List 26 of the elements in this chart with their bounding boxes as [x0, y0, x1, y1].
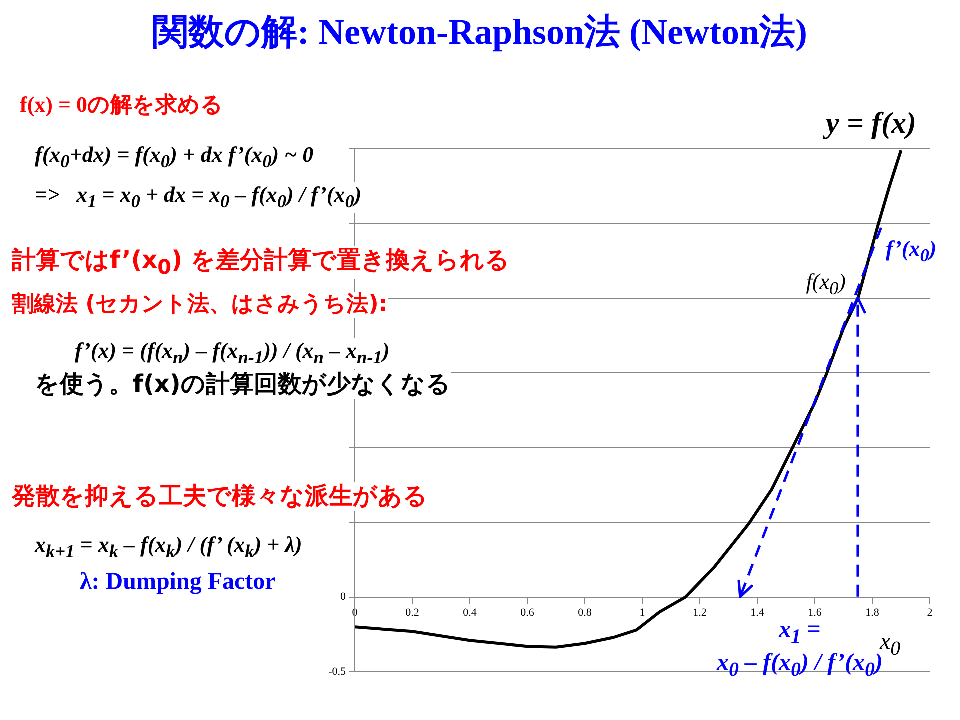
text: λ: Dumping Factor: [80, 568, 276, 597]
text: f’(x) = (f(x$_{n}$) – f(x$_{n-1}$)) / (x$_{n}$ – x$_{n-1}$): [75, 338, 390, 368]
x-tick-label: 1.6: [808, 606, 822, 619]
x-tick-label: 0.2: [406, 606, 420, 619]
annotation: を使う。f(x)の計算回数が少なくなる: [35, 370, 451, 399]
x-tick-label: 1.8: [866, 606, 880, 619]
annotation: 発散を抑える工夫で様々な派生がある: [12, 482, 428, 511]
text: f(x) = 0の解を求める: [20, 92, 224, 118]
annotation: f(x$_{0}$): [805, 269, 847, 299]
x-tick-label: 2: [927, 606, 933, 619]
annotation: 割線法 (セカント法、はさみうち法):: [12, 292, 388, 318]
y-tick-label: -0.5: [328, 666, 346, 678]
text: x$_{k+1}$ = x$_{k}$ – f(x$_{k}$) / (f’ (x$_{k}$) + λ): [35, 532, 302, 562]
x-tick-label: 0.6: [520, 606, 535, 619]
x-tick-label: 1.4: [750, 606, 765, 619]
text: => x$_{1}$ = x$_{0}$ + dx = x$_{0}$ – f(x$_{0}$) / f’(x$_{0}$): [35, 182, 362, 212]
x-tick-label: 0: [352, 606, 358, 619]
x-tick-label: 0.8: [578, 606, 592, 619]
x-tick-label: 1: [640, 606, 646, 619]
chart-title: 関数の解: Newton-Raphson法 (Newton法): [152, 11, 808, 54]
x-tick-label: 1.2: [693, 606, 707, 619]
annotation: f’(x$_{0}$): [886, 236, 937, 268]
x-tick-label: 0.4: [463, 606, 478, 619]
annotation: y = f(x): [822, 107, 918, 140]
annotation: 計算ではf’(x$_{0}$) を差分計算で置き換えられる: [12, 246, 510, 279]
text: f(x$_{0}$+dx) = f(x$_{0}$) + dx f’(x$_{0}$) ~ 0: [35, 142, 314, 174]
